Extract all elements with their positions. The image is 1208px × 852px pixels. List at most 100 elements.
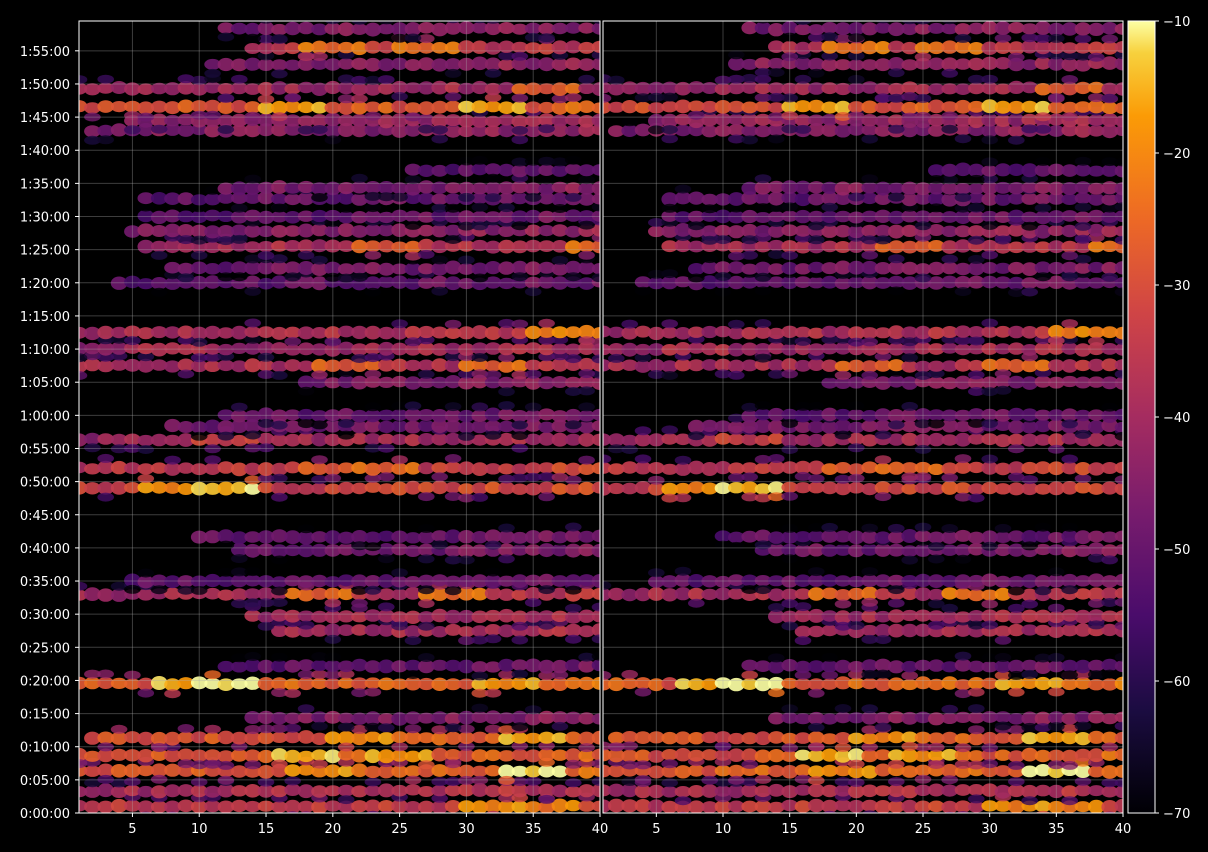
heatmap-cell [565,420,582,430]
heatmap-cell [954,225,972,238]
heatmap-cell [538,124,555,134]
heatmap-cell [914,659,932,672]
heatmap-cell [1061,51,1078,61]
heatmap-cell [244,430,261,440]
heatmap-cell [551,255,569,265]
heatmap-cell [1048,210,1065,224]
heatmap-cell [901,575,918,587]
heatmap-cell [311,462,328,475]
heatmap-cell [754,100,772,113]
heatmap-cell [257,575,275,588]
heatmap-cell [981,358,998,372]
heatmap-cell [728,359,745,373]
heatmap-cell [484,586,502,601]
heatmap-cell [874,58,892,72]
heatmap-cell [458,741,475,751]
heatmap-cell [1008,543,1025,557]
heatmap-cell [608,748,625,763]
heatmap-cell [1048,625,1065,638]
heatmap-cell [861,799,878,812]
heatmap-cell [271,123,288,137]
heatmap-cell [941,68,958,78]
heatmap-cell [351,193,368,206]
heatmap-cell [728,775,745,785]
heatmap-cell [1074,418,1092,433]
heatmap-cell [378,472,395,482]
heatmap-cell [418,599,435,609]
heatmap-cell [137,785,155,798]
heatmap-cell [538,360,555,372]
heatmap-cell [821,191,838,205]
heatmap-cell [378,114,395,129]
heatmap-cell [444,454,462,463]
heatmap-cell [928,261,945,276]
heatmap-cell [1034,100,1052,115]
heatmap-cell [1061,42,1078,54]
heatmap-cell [164,689,181,699]
heatmap-cell [231,82,248,95]
heatmap-cell [688,81,705,94]
heatmap-cell [914,530,932,542]
heatmap-cell [754,212,772,223]
heatmap-cell [337,669,355,679]
heatmap-cell [578,463,595,475]
x-tick-label: 5 [652,822,660,837]
heatmap-cell [901,609,918,622]
heatmap-cell [458,659,475,674]
heatmap-cell [498,530,515,544]
heatmap-cell [994,33,1012,43]
heatmap-cell [190,224,208,238]
heatmap-cell [271,100,288,115]
heatmap-cell [418,760,435,770]
heatmap-cell [485,21,501,24]
heatmap-cell [674,327,692,340]
heatmap-cell [404,765,422,777]
heatmap-cell [404,181,422,196]
heatmap-cell [888,260,905,275]
heatmap-cell [217,567,235,577]
heatmap-cell [297,261,315,275]
heatmap-cell [337,203,355,213]
heatmap-cell [472,21,488,24]
heatmap-cell [324,239,342,253]
heatmap-cell [271,481,288,495]
heatmap-cell [1088,409,1105,421]
heatmap-cell [621,783,638,798]
heatmap-cell [1101,749,1118,761]
heatmap-cell [257,724,275,734]
heatmap-cell [337,325,355,338]
heatmap-cell [1114,82,1123,96]
heatmap-cell [284,678,302,691]
heatmap-cell [311,765,328,778]
heatmap-cell [124,763,141,778]
heatmap-cell [378,75,395,85]
heatmap-cell [591,543,600,558]
heatmap-cell [404,462,422,475]
heatmap-cell [177,99,195,113]
heatmap-cell [914,100,932,114]
heatmap-cell [337,375,355,389]
heatmap-cell [1048,711,1065,724]
heatmap-cell [471,703,489,713]
heatmap-cell [808,24,825,36]
heatmap-cell [954,23,972,36]
heatmap-cell [271,225,288,238]
heatmap-cell [674,455,692,465]
heatmap-cell [781,530,798,544]
heatmap-cell [97,677,114,689]
heatmap-cell [781,419,798,428]
heatmap-cell [404,277,422,290]
heatmap-cell [244,318,261,328]
heatmap-cell [1034,124,1052,134]
heatmap-cell [728,531,745,544]
heatmap-cell [634,461,652,475]
heatmap-cell [848,42,865,54]
heatmap-cell [808,722,825,732]
heatmap-cell [994,325,1012,338]
heatmap-cell [981,56,998,70]
heatmap-cell [794,800,812,813]
heatmap-cell [928,240,945,252]
heatmap-cell [538,765,555,778]
heatmap-cell [968,483,985,495]
heatmap-cell [1088,659,1105,672]
